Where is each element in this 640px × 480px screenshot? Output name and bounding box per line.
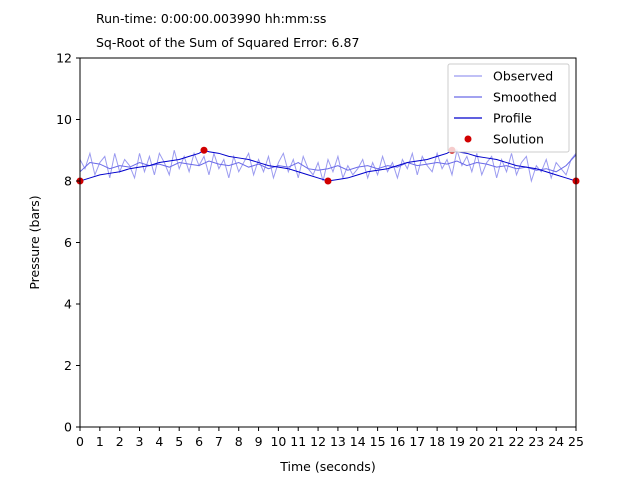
solution-point	[200, 146, 208, 154]
series-line-profile	[80, 149, 576, 182]
axes: 0 1 2 3 4 5 6 7 8 9 10 11 12 13 14 15 16 17 18 19 20 21 22 23 24…	[27, 51, 584, 475]
legend-box	[447, 63, 570, 153]
x-tick-label: 3	[136, 434, 144, 449]
y-tick-label: 8	[64, 174, 72, 189]
x-tick-label: 0	[76, 434, 84, 449]
x-tick-label: 10	[270, 434, 286, 449]
x-tick-label: 7	[215, 434, 223, 449]
series-line-observed	[80, 148, 576, 183]
legend-swatch-solution	[464, 135, 472, 143]
x-tick-label: 9	[255, 434, 263, 449]
x-tick-label: 2	[116, 434, 124, 449]
x-tick-label: 23	[528, 434, 544, 449]
x-tick-label: 4	[155, 434, 163, 449]
x-tick-label: 8	[235, 434, 243, 449]
x-tick-label: 14	[350, 434, 366, 449]
x-tick-label: 25	[568, 434, 584, 449]
series-line-smoothed	[80, 154, 576, 173]
x-tick-label: 18	[429, 434, 445, 449]
x-tick-label: 15	[370, 434, 386, 449]
x-tick-label: 17	[409, 434, 425, 449]
legend: Observed Smoothed Profile Solution	[447, 63, 570, 153]
x-tick-label: 1	[96, 434, 104, 449]
y-tick-label: 12	[56, 51, 72, 66]
x-tick-label: 24	[548, 434, 564, 449]
x-tick-label: 21	[489, 434, 505, 449]
x-tick-label: 22	[509, 434, 525, 449]
x-tick-label: 11	[290, 434, 306, 449]
legend-label-observed: Observed	[493, 69, 553, 84]
x-tick-label: 20	[469, 434, 485, 449]
y-tick-label: 6	[64, 235, 72, 250]
x-tick-label: 19	[449, 434, 465, 449]
legend-label-solution: Solution	[493, 132, 544, 147]
x-tick-label: 16	[389, 434, 405, 449]
y-tick-label: 0	[64, 420, 72, 435]
x-tick-label: 6	[195, 434, 203, 449]
solution-point	[324, 177, 332, 185]
runtime-label: Run-time: 0:00:00.003990 hh:mm:ss	[96, 11, 327, 26]
x-tick-label: 13	[330, 434, 346, 449]
y-tick-label: 10	[56, 112, 72, 127]
x-axis-label: Time (seconds)	[279, 459, 375, 474]
x-tick-label: 12	[310, 434, 326, 449]
legend-label-profile: Profile	[493, 111, 532, 126]
y-axis-label: Pressure (bars)	[27, 195, 42, 289]
x-tick-label: 5	[175, 434, 183, 449]
y-tick-label: 2	[64, 358, 72, 373]
legend-label-smoothed: Smoothed	[493, 90, 557, 105]
error-label: Sq-Root of the Sum of Squared Error: 6.8…	[96, 35, 360, 50]
y-tick-label: 4	[64, 297, 72, 312]
